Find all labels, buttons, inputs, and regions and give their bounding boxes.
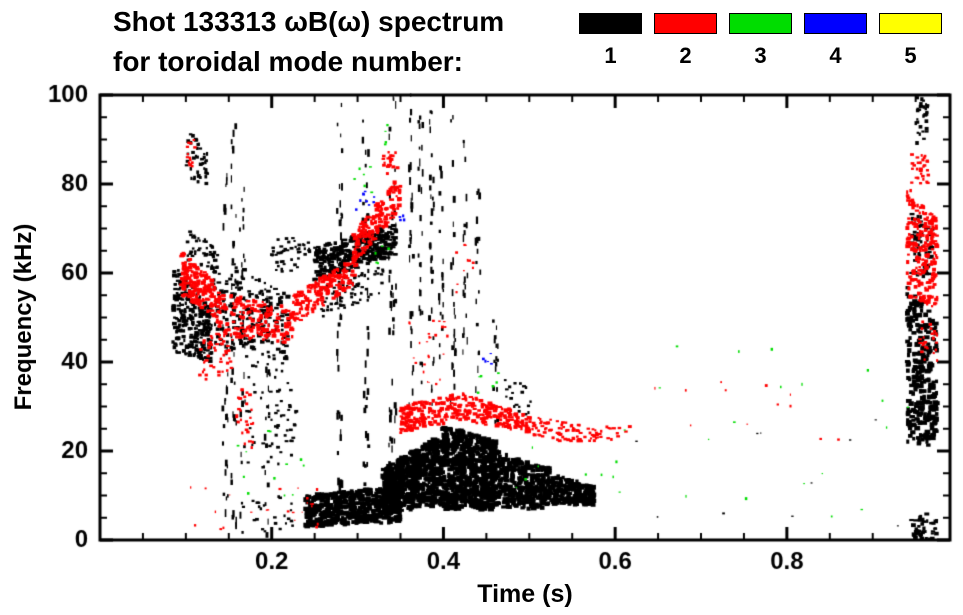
- legend-swatch-mode4: [804, 13, 867, 34]
- legend-entry-1: 1: [579, 13, 642, 67]
- y-axis-title: Frequency (kHz): [10, 223, 37, 411]
- legend-entry-5: 5: [879, 13, 942, 67]
- legend-swatch-mode2: [654, 13, 717, 34]
- x-axis-title: Time (s): [477, 580, 573, 608]
- legend-swatch-mode3: [729, 13, 792, 34]
- legend-swatch-mode5: [879, 13, 942, 34]
- legend-swatch-mode1: [579, 13, 642, 34]
- legend-entry-3: 3: [729, 13, 792, 67]
- legend-entry-2: 2: [654, 13, 717, 67]
- chart-title: Shot 133313 ωB(ω) spectrum: [113, 6, 505, 37]
- legend-label-mode4: 4: [829, 43, 842, 68]
- legend-label-mode2: 2: [679, 43, 692, 68]
- legend-entry-4: 4: [804, 13, 867, 67]
- chart-subtitle: for toroidal mode number:: [113, 46, 463, 77]
- legend-label-mode5: 5: [904, 43, 917, 68]
- legend: 1 2 3 4 5: [579, 13, 942, 67]
- legend-label-mode3: 3: [754, 43, 767, 68]
- legend-label-mode1: 1: [604, 43, 617, 68]
